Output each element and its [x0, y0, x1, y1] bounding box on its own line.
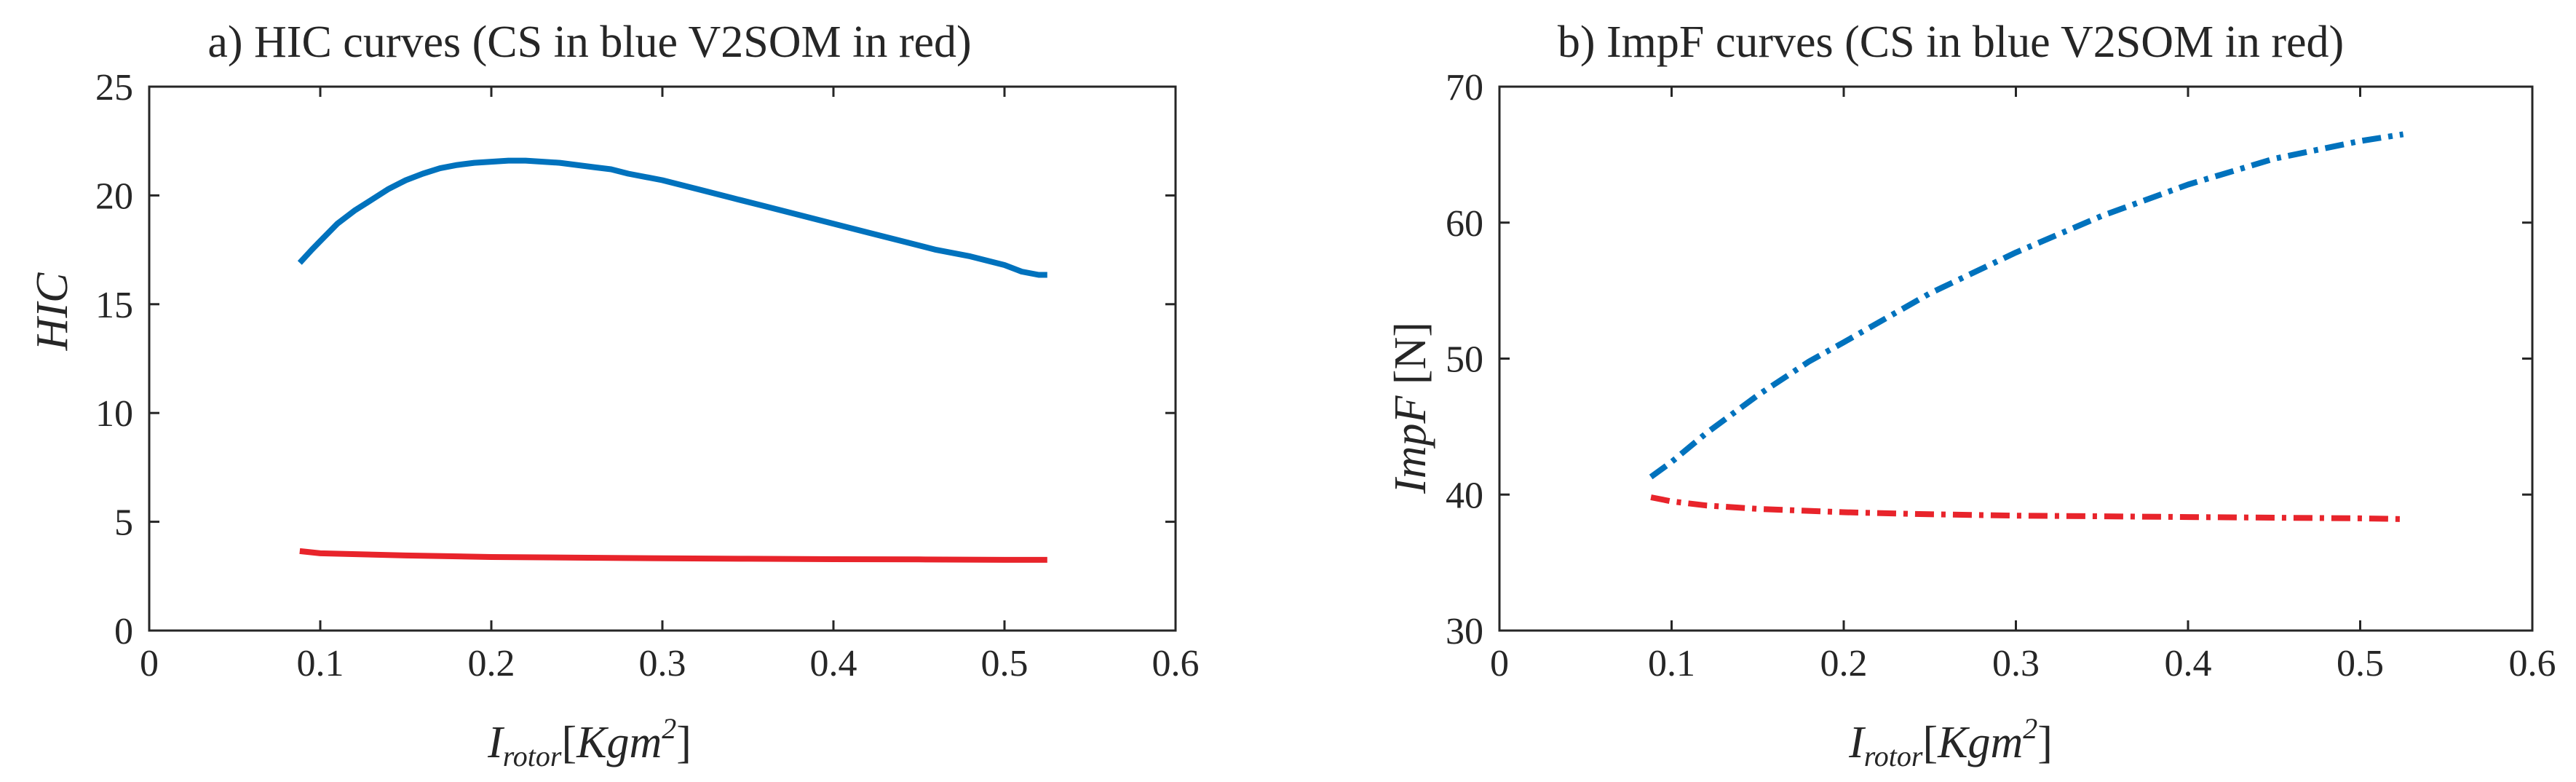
hic-xlabel-sup: 2	[662, 712, 676, 745]
hic-chart-title: a) HIC curves (CS in blue V2SOM in red)	[207, 17, 971, 67]
hic-xlabel-sub: rotor	[503, 740, 562, 773]
hic-x-tick-label: 0.2	[468, 643, 515, 684]
hic-x-tick-label: 0.1	[297, 643, 344, 684]
hic-series-v2som-line	[299, 548, 1047, 563]
impf-x-tick-label: 0.2	[1820, 643, 1868, 684]
hic-y-tick-label: 25	[95, 67, 133, 108]
impf-xlabel-bracket-close: ]	[2037, 718, 2053, 767]
hic-y-tick-label: 10	[95, 393, 133, 435]
hic-series-cs-line	[297, 157, 1047, 278]
impf-series-cs-line	[1649, 131, 2404, 480]
impf-y-tick-label: 30	[1446, 611, 1483, 652]
impf-chart: b) ImpF curves (CS in blue V2SOM in red)…	[1386, 17, 2556, 773]
hic-y-tick-label: 5	[114, 502, 133, 544]
hic-xlabel-base: I	[487, 718, 505, 767]
hic-x-axis-label: Irotor[Kgm2]	[487, 712, 691, 773]
impf-ylabel-space	[1386, 384, 1435, 396]
hic-x-tick-label: 0.4	[810, 643, 857, 684]
impf-y-tick-label: 70	[1446, 67, 1483, 108]
impf-x-tick-label: 0.4	[2165, 643, 2212, 684]
impf-series-v2som-line	[1650, 494, 2403, 522]
hic-x-tick-label: 0	[140, 643, 159, 684]
impf-xlabel-unit: Kgm	[1937, 718, 2023, 767]
hic-xlabel-bracket-close: ]	[676, 718, 691, 767]
hic-xlabel-unit: Kgm	[576, 718, 662, 767]
hic-chart: a) HIC curves (CS in blue V2SOM in red) …	[28, 17, 1200, 773]
impf-xlabel-bracket-open: [	[1922, 718, 1938, 767]
impf-y-axis-label: ImpF [N]	[1386, 322, 1435, 494]
hic-x-tick-label: 0.5	[981, 643, 1029, 684]
hic-y-tick-label: 15	[95, 285, 133, 326]
impf-xlabel-sub: rotor	[1864, 740, 1923, 773]
impf-y-tick-label: 60	[1446, 203, 1483, 245]
impf-ylabel-unit: [N]	[1386, 322, 1435, 384]
impf-x-tick-label: 0.1	[1648, 643, 1695, 684]
impf-y-tick-label: 40	[1446, 475, 1483, 516]
impf-x-tick-label: 0.5	[2337, 643, 2384, 684]
hic-y-tick-label: 0	[114, 611, 133, 652]
impf-axes-frame	[1498, 85, 2534, 632]
hic-y-tick-label: 20	[95, 175, 133, 217]
impf-plot-area: 0 0.1 0.2 0.3 0.4 0.5 0.6 30 40 50 60 70	[1446, 67, 2556, 684]
impf-x-tick-label: 0.6	[2509, 643, 2556, 684]
hic-y-axis-label: HIC	[28, 272, 77, 351]
hic-xlabel-bracket-open: [	[561, 718, 576, 767]
impf-xlabel-sup: 2	[2023, 712, 2037, 745]
impf-x-axis-label: Irotor[Kgm2]	[1848, 712, 2053, 773]
impf-y-tick-label: 50	[1446, 339, 1483, 381]
hic-x-tick-label: 0.3	[639, 643, 686, 684]
impf-ylabel-text: ImpF	[1386, 395, 1435, 494]
impf-x-tick-label: 0.3	[1992, 643, 2040, 684]
impf-x-tick-label: 0	[1490, 643, 1509, 684]
impf-xlabel-base: I	[1848, 718, 1866, 767]
hic-x-tick-label: 0.6	[1152, 643, 1200, 684]
impf-chart-title: b) ImpF curves (CS in blue V2SOM in red)	[1558, 17, 2344, 67]
hic-plot-area: 0 0.1 0.2 0.3 0.4 0.5 0.6 0 5 10 15 20 25	[95, 67, 1200, 684]
